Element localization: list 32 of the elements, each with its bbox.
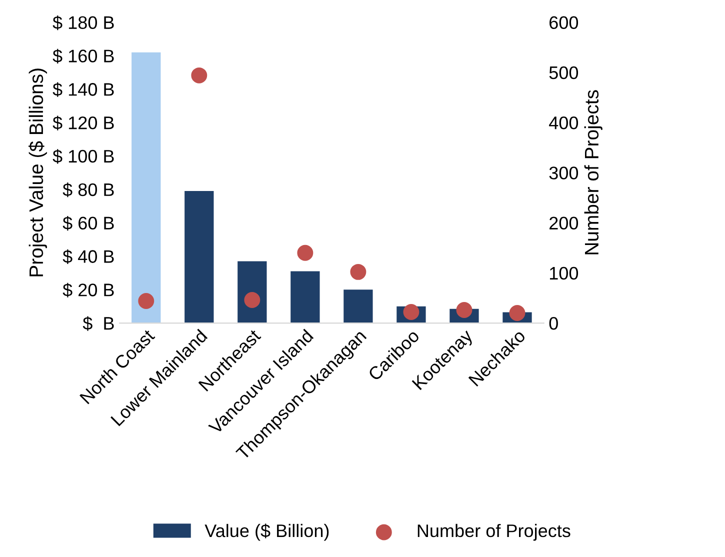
point [138, 293, 154, 309]
bar [184, 191, 214, 324]
y2-tick-label: 400 [549, 116, 578, 130]
bar [344, 290, 373, 324]
y-tick-label: $ 160 B [52, 48, 114, 64]
point [350, 264, 366, 280]
y-tick-label: $ 20 B [62, 282, 114, 298]
y2-tick-label: 100 [550, 266, 578, 280]
point [297, 244, 314, 261]
y-tick-label: $ 60 B [62, 216, 114, 231]
y2-tick-label: 600 [550, 16, 578, 29]
y-tick-label: $ 140 B [52, 82, 114, 97]
y-tick-label: $ 100 B [52, 149, 114, 164]
bar [290, 271, 320, 324]
point [509, 305, 526, 322]
y2-tick-label: 0 [549, 316, 558, 330]
y-tick-label: $ 40 B [62, 249, 114, 264]
y-tick-label: $ 120 B [52, 116, 114, 130]
y2-tick-label: 300 [549, 166, 578, 180]
legend-label: Number of Projects [418, 524, 570, 541]
point [456, 302, 472, 318]
y-tick-label: $ B [82, 316, 114, 331]
y2-axis-title: Number of Projects [584, 90, 602, 254]
y2-tick-label: 200 [550, 216, 578, 230]
bar [132, 52, 161, 324]
y-tick-label: $ 80 B [62, 182, 114, 198]
legend-label: Value ($ Billion) [204, 524, 329, 541]
point [191, 67, 208, 84]
point [403, 304, 420, 320]
y-tick-label: $ 180 B [52, 15, 114, 30]
y2-tick-label: 500 [549, 66, 578, 80]
y-axis-title: Project Value ($ Billions) [28, 68, 47, 276]
